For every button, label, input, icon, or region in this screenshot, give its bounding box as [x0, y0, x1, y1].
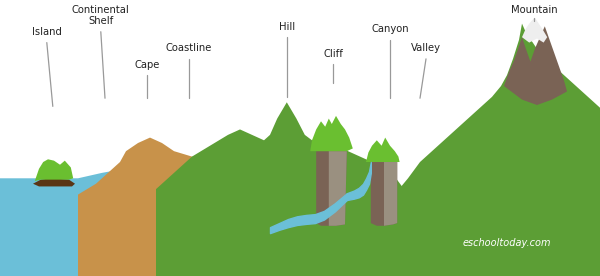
Text: Hill: Hill: [279, 22, 295, 32]
Polygon shape: [329, 151, 347, 226]
Text: Mountain: Mountain: [511, 6, 557, 15]
Text: Island: Island: [32, 27, 62, 37]
Polygon shape: [522, 18, 547, 43]
Text: Canyon: Canyon: [371, 25, 409, 34]
Polygon shape: [366, 137, 400, 162]
Text: Continental
Shelf: Continental Shelf: [72, 5, 130, 26]
Polygon shape: [316, 151, 347, 226]
Text: Coastline: Coastline: [166, 43, 212, 54]
Polygon shape: [384, 162, 397, 226]
Text: Valley: Valley: [411, 43, 441, 54]
Polygon shape: [156, 102, 420, 276]
Polygon shape: [371, 162, 397, 226]
Polygon shape: [360, 23, 600, 276]
Polygon shape: [504, 26, 567, 105]
Text: Cape: Cape: [134, 60, 160, 70]
Polygon shape: [310, 116, 353, 151]
Polygon shape: [33, 178, 75, 186]
Polygon shape: [35, 159, 73, 181]
Polygon shape: [78, 137, 288, 276]
Polygon shape: [0, 165, 228, 276]
Text: eschooltoday.com: eschooltoday.com: [463, 238, 551, 248]
Text: Cliff: Cliff: [323, 49, 343, 59]
